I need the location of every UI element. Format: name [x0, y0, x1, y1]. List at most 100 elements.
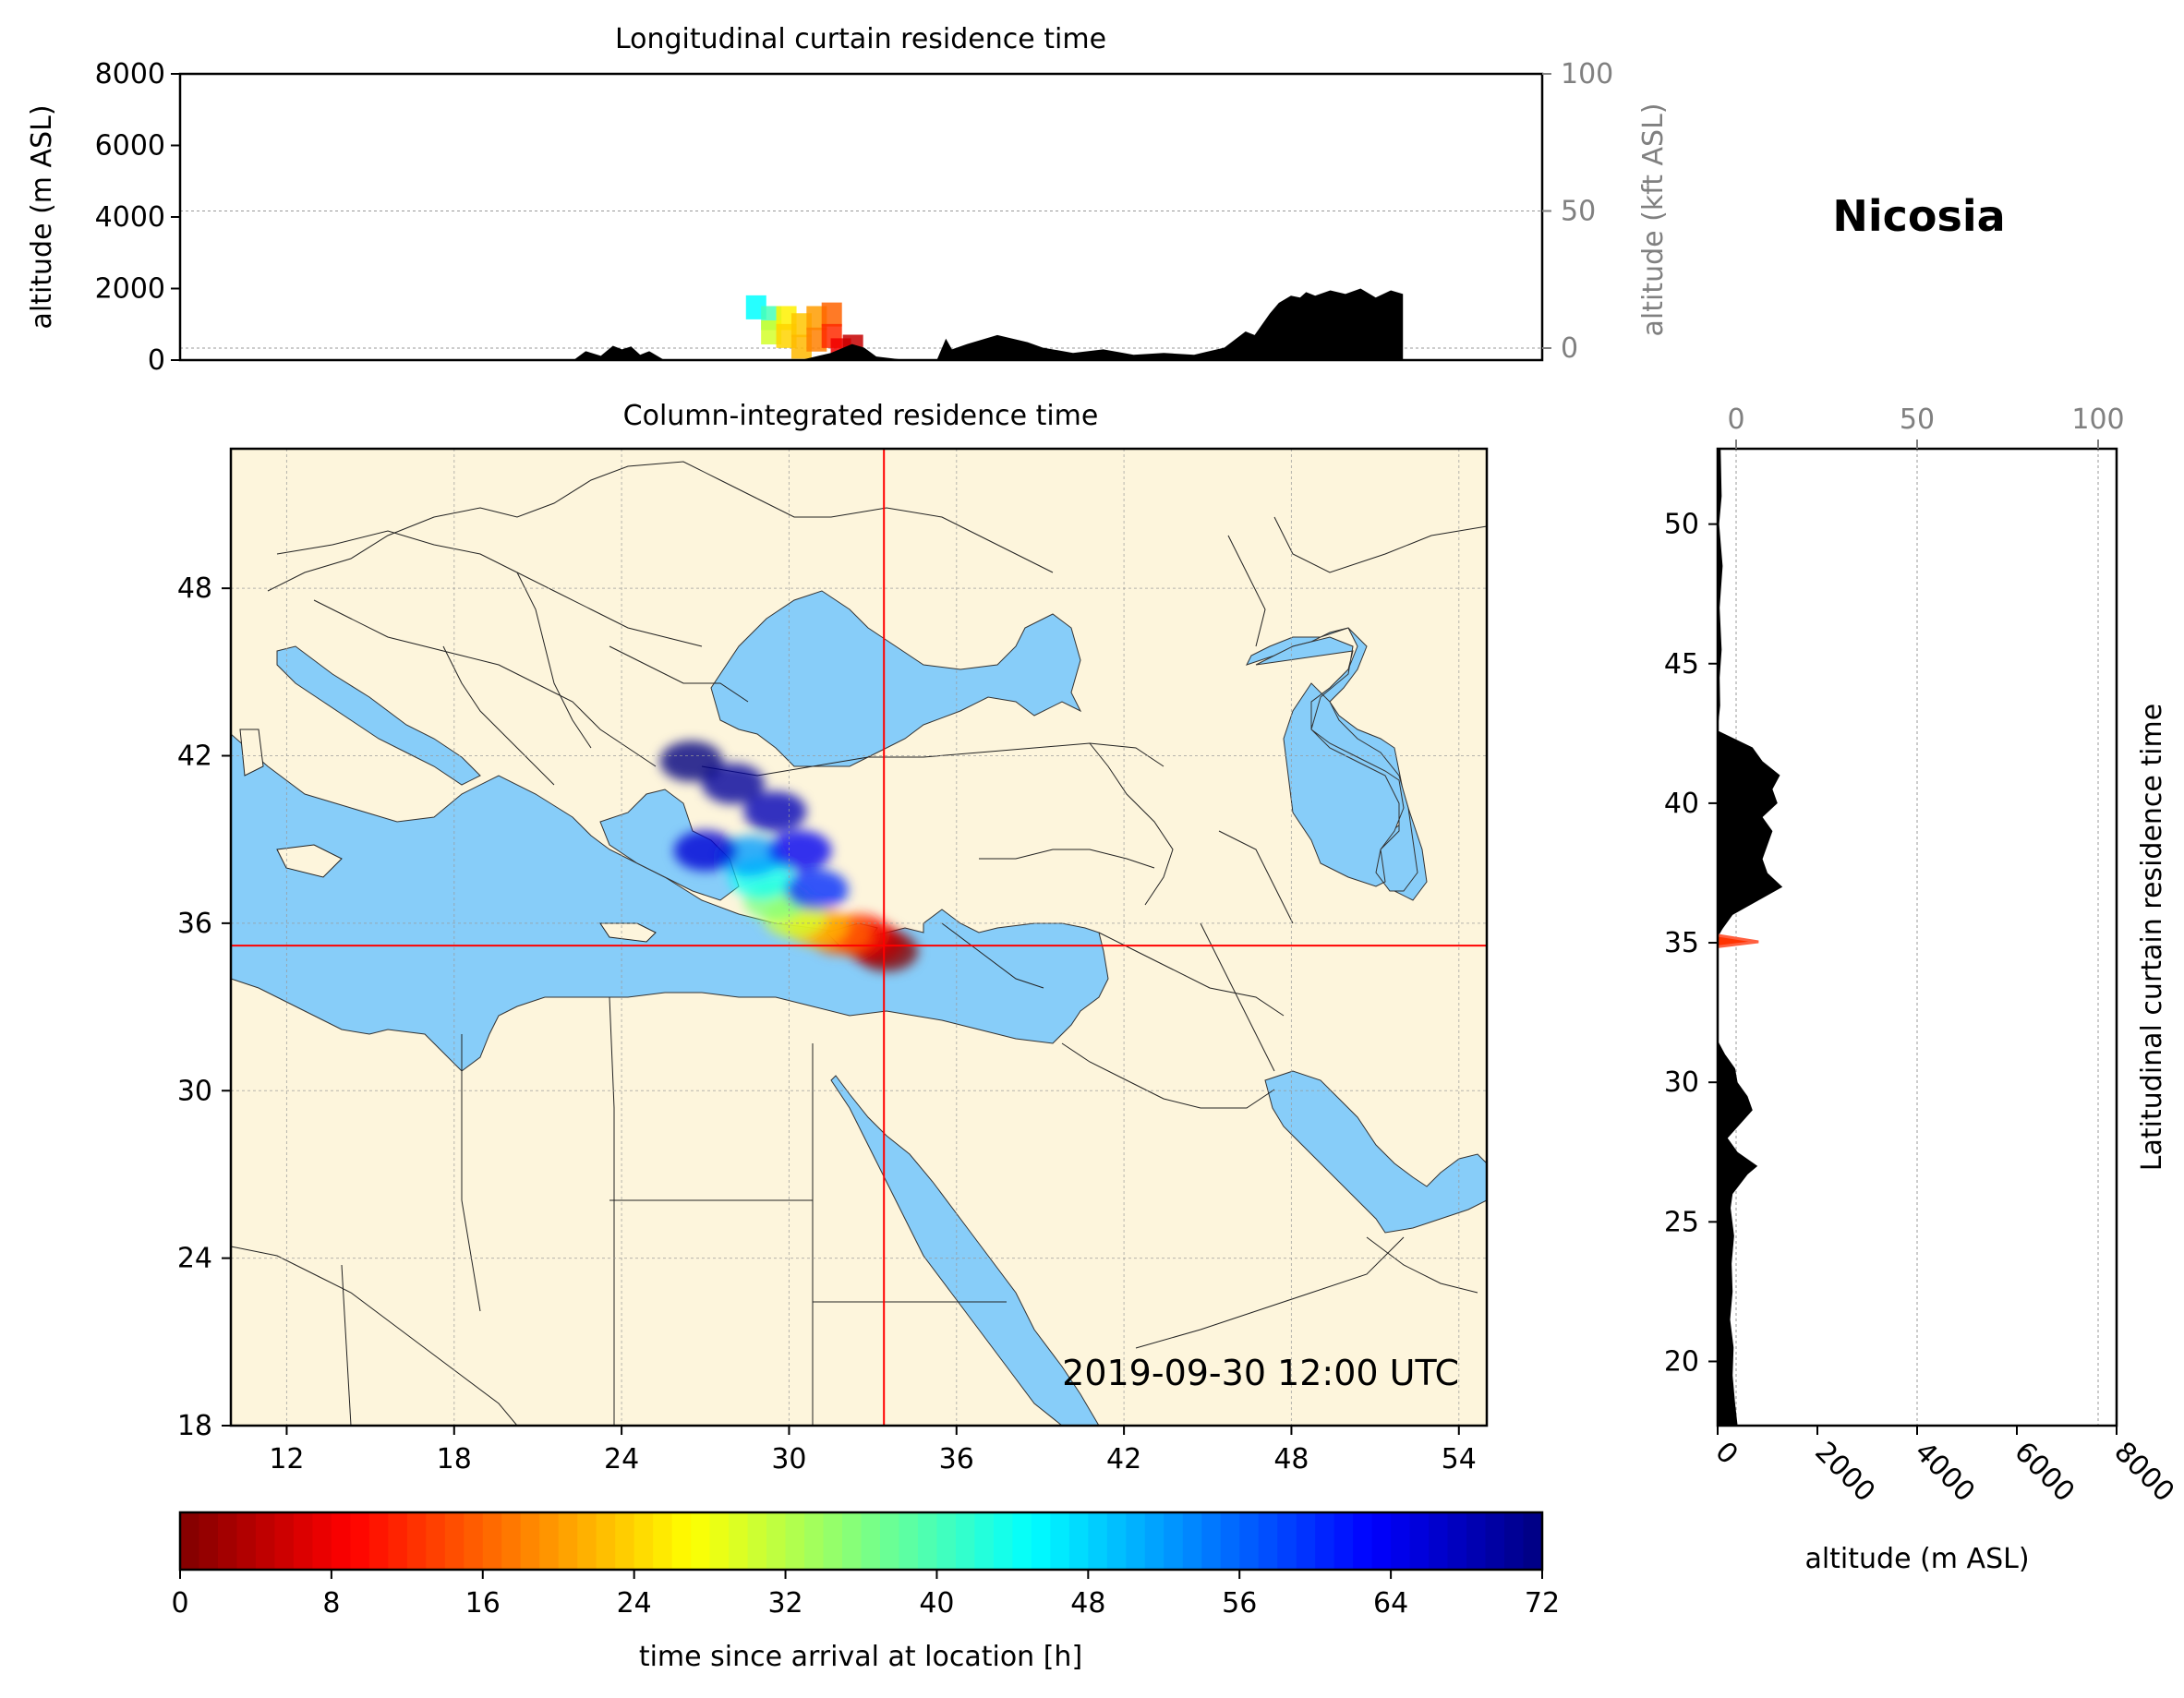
colorbar-cell: [842, 1512, 863, 1570]
colorbar-cell: [1277, 1512, 1297, 1570]
map-y-tick-label: 36: [177, 908, 212, 940]
colorbar-cell: [1429, 1512, 1449, 1570]
colorbar-cell: [691, 1512, 711, 1570]
colorbar-cell: [785, 1512, 805, 1570]
map-y-ticks: 18 24 30 36 42 48: [177, 572, 231, 1442]
colorbar-tick-label: 8: [322, 1587, 340, 1620]
colorbar-cell: [671, 1512, 692, 1570]
right-y-tick-label: 30: [1664, 1066, 1699, 1099]
top-y2-axis-label: altitude (kft ASL): [1637, 102, 1670, 336]
colorbar-cell: [368, 1512, 389, 1570]
colorbar-cell: [747, 1512, 767, 1570]
map-y-tick-label: 42: [177, 741, 212, 773]
right-y-tick-label: 25: [1664, 1206, 1699, 1238]
right-terrain-profile: [1718, 449, 1783, 1426]
colorbar-cell: [1031, 1512, 1051, 1570]
plume-blob: [743, 790, 807, 832]
map-y-tick-label: 30: [177, 1075, 212, 1107]
colorbar-cell: [1239, 1512, 1260, 1570]
colorbar-cell: [1050, 1512, 1070, 1570]
colorbar-cell: [293, 1512, 314, 1570]
colorbar-cell: [1333, 1512, 1354, 1570]
colorbar-cell: [1523, 1512, 1543, 1570]
right-x2-tick-label: 0: [1727, 403, 1744, 436]
colorbar-tick-label: 24: [617, 1587, 652, 1620]
colorbar-cell: [1391, 1512, 1411, 1570]
colorbar-cell: [1504, 1512, 1525, 1570]
right-x2-tick-label: 50: [1900, 403, 1935, 436]
colorbar-cell: [879, 1512, 900, 1570]
colorbar-cell: [501, 1512, 522, 1570]
plume-blob: [785, 869, 849, 910]
right-x-tick-label: 2000: [1808, 1436, 1881, 1509]
map-x-tick-label: 36: [939, 1443, 974, 1475]
colorbar-cell: [274, 1512, 295, 1570]
top-y2-ticks: 0 50 100: [1542, 58, 1613, 365]
colorbar-cell: [955, 1512, 976, 1570]
colorbar-cell: [917, 1512, 938, 1570]
top-y2-tick-label: 0: [1561, 332, 1578, 365]
top-plume-cells: [745, 295, 863, 360]
adriatic-sea: [276, 645, 481, 786]
right-x2-ticks: 0 50 100: [1727, 403, 2125, 449]
top-y-tick-label: 8000: [95, 58, 165, 90]
colorbar-tick-label: 64: [1373, 1587, 1408, 1620]
right-plume-point: [1718, 933, 1759, 948]
map-x-ticks: 12 18 24 30 36 42 48 54: [269, 1426, 1477, 1475]
colorbar-cell: [406, 1512, 427, 1570]
colorbar-cell: [899, 1512, 919, 1570]
colorbar-cell: [312, 1512, 332, 1570]
colorbar-cell: [1201, 1512, 1222, 1570]
colorbar-cell: [558, 1512, 578, 1570]
colorbar-cell: [1144, 1512, 1164, 1570]
colorbar-cell: [331, 1512, 351, 1570]
colorbar-tick-label: 40: [919, 1587, 954, 1620]
colorbar-cell: [804, 1512, 825, 1570]
right-y-tick-label: 35: [1664, 927, 1699, 959]
map-x-tick-label: 54: [1442, 1443, 1477, 1475]
map-x-tick-label: 48: [1273, 1443, 1309, 1475]
colorbar-cell: [388, 1512, 408, 1570]
colorbar-cell: [1182, 1512, 1202, 1570]
colorbar-cell: [1466, 1512, 1487, 1570]
right-y-ticks: 20 25 30 35 40 45 50: [1664, 509, 1718, 1378]
colorbar-frame: [178, 1511, 1544, 1572]
colorbar-cells: [180, 1512, 1543, 1570]
top-y-tick-label: 2000: [95, 273, 165, 306]
colorbar-label: time since arrival at location [h]: [639, 1641, 1082, 1673]
right-x-tick-label: 8000: [2107, 1436, 2180, 1509]
colorbar: 0 8 16 24 32 40 48 56 64 72 time since arrival at…: [171, 1511, 1560, 1673]
colorbar-cell: [729, 1512, 749, 1570]
sicily-island: [276, 844, 343, 878]
colorbar-tick-label: 16: [465, 1587, 501, 1620]
colorbar-cell: [653, 1512, 673, 1570]
country-borders: [231, 461, 1487, 1426]
colorbar-cell: [1315, 1512, 1335, 1570]
top-y-tick-label: 4000: [95, 201, 165, 234]
colorbar-cell: [1371, 1512, 1392, 1570]
right-y-tick-label: 50: [1664, 509, 1699, 541]
colorbar-tick-label: 72: [1525, 1587, 1560, 1620]
colorbar-cell: [577, 1512, 597, 1570]
colorbar-cell: [1447, 1512, 1467, 1570]
map-x-tick-label: 42: [1106, 1443, 1141, 1475]
colorbar-cell: [1126, 1512, 1146, 1570]
plume-cell: [821, 302, 842, 327]
colorbar-cell: [1258, 1512, 1278, 1570]
right-x-tick-label: 4000: [1908, 1436, 1981, 1509]
colorbar-cell: [444, 1512, 465, 1570]
colorbar-cell: [1353, 1512, 1373, 1570]
map-title: Column-integrated residence time: [623, 400, 1099, 432]
colorbar-cell: [539, 1512, 560, 1570]
colorbar-cell: [1068, 1512, 1089, 1570]
map-y-tick-label: 24: [177, 1243, 212, 1275]
colorbar-cell: [1164, 1512, 1184, 1570]
location-name: Nicosia: [1832, 191, 2005, 241]
longitudinal-curtain-panel: Longitudinal curtain residence time 0 200…: [26, 23, 1670, 377]
right-x-tick-label: 6000: [2008, 1436, 2081, 1509]
longitudinal-curtain-title: Longitudinal curtain residence time: [615, 23, 1106, 55]
black-sea: [710, 590, 1082, 767]
right-x-tick-label: 0: [1708, 1436, 1744, 1471]
